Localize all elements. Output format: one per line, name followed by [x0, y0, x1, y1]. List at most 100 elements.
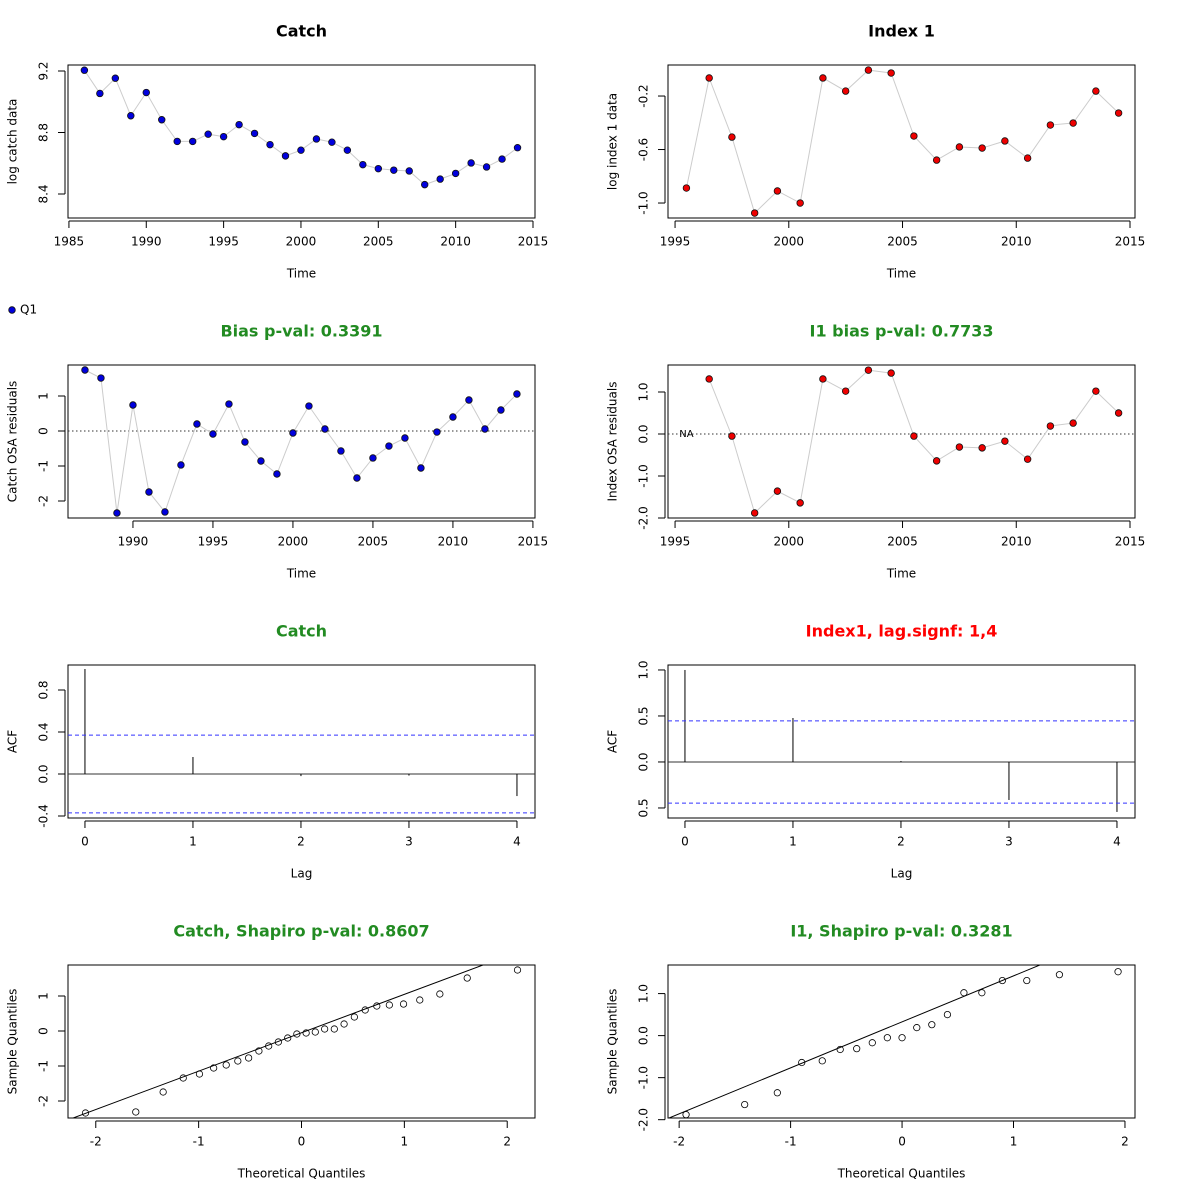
x-tick-label: 0: [898, 1135, 906, 1149]
x-axis-label: Time: [286, 267, 316, 281]
data-point: [80, 66, 89, 74]
data-point: [359, 160, 367, 169]
panel: Index1, lag.signf: 1,4 Lag ACF 0 1 2 3 4 0.5 0.0 0…: [606, 622, 1136, 881]
qq-point: [179, 1074, 187, 1082]
data-point: [705, 74, 713, 82]
data-point: [289, 429, 297, 437]
plot-box: [667, 964, 1136, 1119]
data-point: [1046, 121, 1055, 129]
data-point: [728, 432, 736, 440]
y-tick-label: 8.8: [37, 123, 51, 142]
data-point: [177, 461, 185, 469]
x-tick-label: 3: [1005, 835, 1013, 849]
qq-point: [773, 1089, 781, 1097]
x-tick-label: 2: [503, 1135, 511, 1149]
qq-point: [302, 1029, 310, 1037]
x-tick-label: 1: [789, 835, 797, 849]
plot-box: [667, 364, 1136, 519]
y-tick-label: 0: [37, 1027, 51, 1035]
data-point: [705, 375, 713, 383]
plot-area: NA: [668, 366, 1135, 517]
data-point: [266, 140, 274, 149]
data-point: [111, 74, 120, 82]
x-tick-label: 2015: [1115, 535, 1146, 549]
y-tick-label: -1: [37, 460, 51, 472]
x-tick-label: 2010: [438, 535, 469, 549]
qq-point: [284, 1034, 292, 1042]
x-tick-label: 1990: [118, 535, 149, 549]
data-point: [1001, 137, 1009, 145]
legend-marker: [8, 306, 16, 314]
data-point: [321, 425, 329, 433]
data-point: [127, 112, 135, 120]
plot-box: [67, 364, 536, 519]
y-tick-label: -2.0: [637, 506, 651, 529]
x-tick-label: 2010: [1001, 235, 1032, 249]
x-tick-label: 3: [405, 835, 413, 849]
data-point: [955, 443, 964, 451]
plot-area: [68, 366, 535, 517]
data-point: [142, 88, 150, 97]
qq-point: [436, 990, 444, 998]
y-tick-label: -2.0: [637, 1108, 651, 1131]
data-point: [436, 175, 444, 183]
data-point: [158, 116, 166, 124]
qq-point: [361, 1006, 369, 1014]
legend-label: Q1: [20, 303, 37, 317]
qq-point: [293, 1030, 301, 1038]
qq-point: [234, 1057, 242, 1065]
data-point: [513, 390, 521, 398]
series-line: [685, 69, 1119, 214]
x-tick-label: 2: [897, 835, 905, 849]
data-point: [343, 146, 352, 154]
qq-point: [255, 1047, 263, 1055]
data-point: [978, 444, 986, 452]
qq-line: [668, 965, 1042, 1118]
panel-title: Catch, Shapiro p-val: 0.8607: [173, 922, 429, 941]
plot-area: [71, 965, 522, 1118]
qq-point: [416, 996, 424, 1004]
x-tick-label: 2000: [278, 535, 309, 549]
data-point: [482, 163, 491, 171]
data-point: [193, 420, 201, 428]
qq-point: [741, 1100, 749, 1109]
data-point: [1023, 455, 1032, 463]
qq-point: [682, 1111, 690, 1118]
y-axis-label: log catch data: [6, 99, 20, 185]
qq-point: [385, 1001, 393, 1009]
panel: Bias p-val: 0.3391 Time Catch OSA residual…: [6, 322, 549, 581]
qq-point: [311, 1028, 319, 1036]
qq-point: [321, 1025, 329, 1033]
x-tick-label: 2005: [887, 235, 918, 249]
x-axis-label: Theoretical Quantiles: [837, 1167, 966, 1181]
panel: Catch Lag ACF 0 1 2 3 4 -0.4 0.0 0.4 0.8: [6, 622, 536, 881]
y-tick-label: 1: [37, 992, 51, 1000]
plot-area: [682, 66, 1123, 217]
data-point: [773, 487, 782, 495]
plot-box: [667, 64, 1136, 219]
y-tick-label: 8.4: [37, 184, 51, 203]
data-point: [750, 209, 759, 217]
data-point: [1114, 109, 1123, 117]
data-point: [978, 144, 986, 152]
data-point: [864, 66, 873, 74]
data-point: [113, 509, 121, 517]
data-point: [81, 366, 89, 374]
x-axis-label: Time: [886, 567, 916, 581]
y-tick-label: 0.0: [637, 752, 651, 771]
y-tick-label: -0.4: [37, 804, 51, 827]
data-point: [188, 137, 197, 146]
data-point: [465, 396, 473, 404]
data-point: [841, 87, 850, 95]
data-point: [910, 432, 918, 440]
data-point: [796, 199, 804, 207]
plot-box: [67, 964, 536, 1119]
data-point: [97, 374, 105, 382]
data-point: [369, 454, 377, 462]
qq-point: [978, 989, 986, 997]
panel-title: I1, Shapiro p-val: 0.3281: [790, 922, 1012, 941]
x-tick-label: 0: [81, 835, 89, 849]
data-point: [328, 138, 336, 146]
x-tick-label: 0: [298, 1135, 306, 1149]
y-tick-label: 1: [37, 392, 51, 400]
